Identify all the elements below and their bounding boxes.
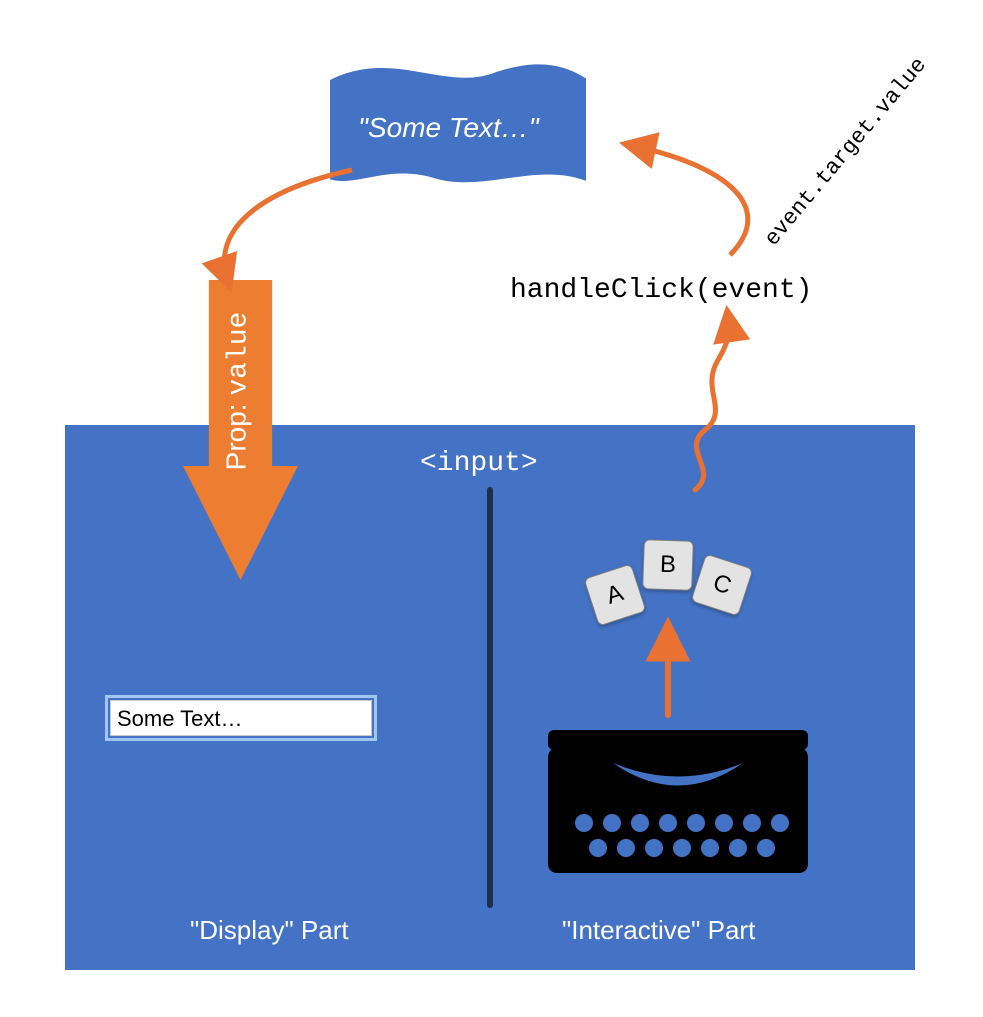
event-target-value-label: event.target.value [760, 53, 932, 251]
prop-label-code: value [223, 312, 254, 396]
input-element-tag-label: <input> [420, 448, 538, 479]
prop-label-prefix: Prop: [220, 396, 251, 471]
keyboard-key-b: B [642, 539, 694, 591]
typewriter-icon [548, 718, 808, 873]
interactive-part-label: "Interactive" Part [562, 915, 755, 946]
prop-value-arrow-label: Prop: value [220, 312, 254, 471]
display-part-label: "Display" Part [190, 915, 349, 946]
keyboard-key-a: A [583, 563, 646, 626]
diagram-canvas: "Some Text…" Prop: value handleClick(eve… [0, 0, 983, 1017]
keyboard-key-c: C [690, 553, 753, 616]
handler-function-label: handleClick(event) [510, 275, 812, 306]
state-flag-label: "Some Text…" [358, 112, 539, 144]
rendered-html-input[interactable]: Some Text… [110, 700, 372, 736]
